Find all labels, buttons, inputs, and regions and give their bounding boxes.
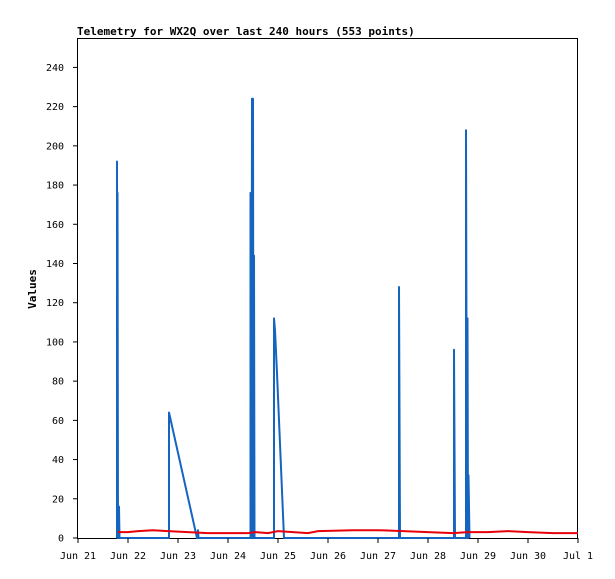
- y-axis-label: Values: [26, 269, 39, 309]
- y-tick-label: 160: [46, 220, 64, 231]
- x-tick-label: Jun 26: [310, 551, 346, 562]
- x-tick-label: Jun 27: [360, 551, 396, 562]
- x-tick-label: Jun 28: [410, 551, 446, 562]
- y-tick-label: 220: [46, 102, 64, 113]
- y-tick-label: 120: [46, 298, 64, 309]
- axis-layer: 0 20 40 60 80 100 120 140 160 180 200 220 240 Jun 21 J…: [46, 63, 593, 562]
- x-tick-label: Jun 21: [60, 551, 96, 562]
- chart-title: Telemetry for WX2Q over last 240 hours (…: [77, 25, 415, 38]
- y-tick-label: 60: [52, 416, 64, 427]
- series-line-2: [118, 529, 578, 535]
- y-tick-label: 40: [52, 455, 64, 466]
- y-tick-label: 0: [58, 534, 64, 545]
- x-tick-label: Jun 30: [510, 551, 546, 562]
- y-tick-label: 200: [46, 141, 64, 152]
- y-tick-label: 240: [46, 63, 64, 74]
- x-tick-label: Jun 29: [460, 551, 496, 562]
- y-tick-label: 80: [52, 377, 64, 388]
- y-tick-label: 180: [46, 181, 64, 192]
- x-tick-label: Jun 25: [260, 551, 296, 562]
- y-tick-label: 100: [46, 337, 64, 348]
- y-tick-label: 20: [52, 494, 64, 505]
- series-line-1: [116, 97, 471, 539]
- x-tick-label: Jul 1: [563, 551, 593, 562]
- x-tick-label: Jun 24: [210, 551, 246, 562]
- y-tick-label: 140: [46, 259, 64, 270]
- plot-area: [77, 38, 578, 539]
- x-tick-label: Jun 23: [160, 551, 196, 562]
- x-tick-label: Jun 22: [110, 551, 146, 562]
- series-layer: [116, 97, 578, 539]
